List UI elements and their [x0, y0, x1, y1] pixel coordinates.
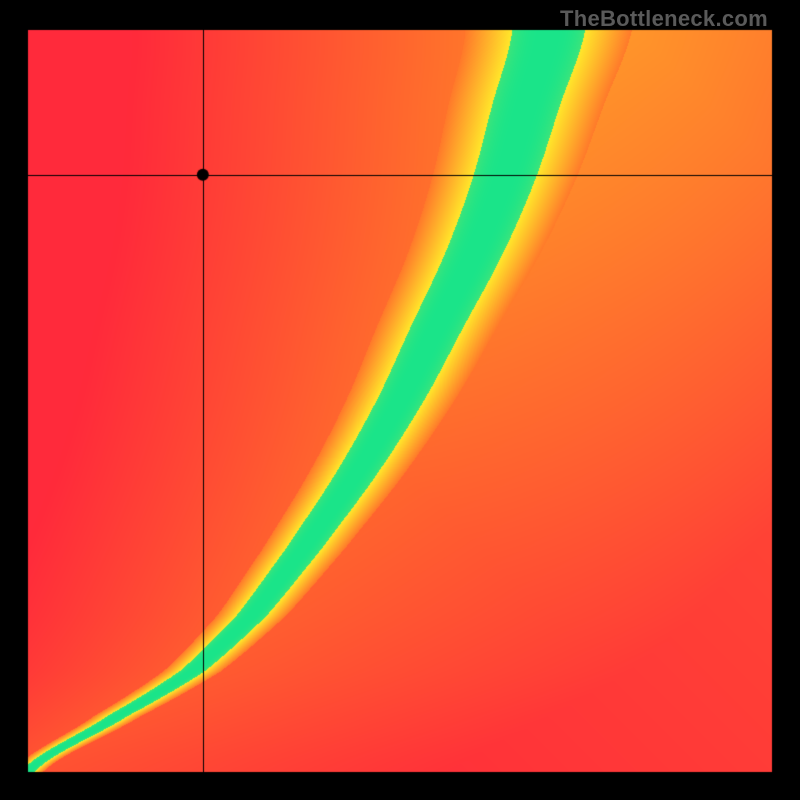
watermark-text: TheBottleneck.com	[560, 6, 768, 32]
bottleneck-heatmap-canvas	[0, 0, 800, 800]
chart-container: TheBottleneck.com	[0, 0, 800, 800]
